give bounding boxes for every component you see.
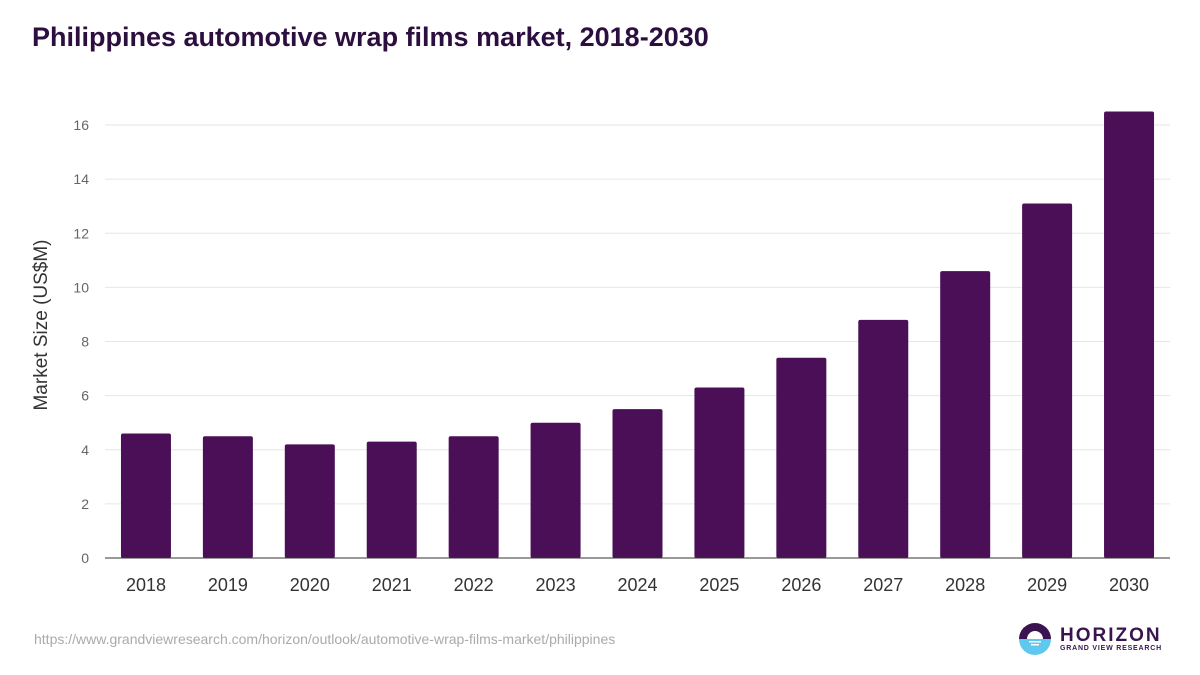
bar bbox=[120, 433, 171, 558]
x-tick-label: 2021 bbox=[372, 575, 412, 595]
x-tick-label: 2018 bbox=[126, 575, 166, 595]
horizon-logo: HORIZON GRAND VIEW RESEARCH bbox=[1018, 622, 1162, 656]
bar bbox=[448, 436, 499, 558]
y-tick-label: 10 bbox=[73, 279, 89, 295]
y-tick-label: 6 bbox=[81, 388, 89, 404]
y-tick-label: 2 bbox=[81, 496, 89, 512]
x-tick-label: 2024 bbox=[617, 575, 657, 595]
bar bbox=[530, 422, 581, 558]
bar bbox=[284, 444, 335, 558]
x-tick-label: 2030 bbox=[1109, 575, 1149, 595]
y-tick-label: 16 bbox=[73, 117, 89, 133]
chart-title: Philippines automotive wrap films market… bbox=[32, 22, 709, 52]
x-tick-label: 2027 bbox=[863, 575, 903, 595]
source-url[interactable]: https://www.grandviewresearch.com/horizo… bbox=[34, 631, 616, 647]
y-tick-label: 0 bbox=[81, 550, 89, 566]
y-axis-label: Market Size (US$M) bbox=[31, 239, 52, 410]
bar bbox=[202, 436, 253, 558]
bar bbox=[366, 441, 417, 558]
bar bbox=[858, 319, 909, 558]
x-tick-label: 2020 bbox=[290, 575, 330, 595]
bar bbox=[1022, 203, 1073, 558]
bar-chart: 0 2 4 6 8 10 12 14 16 2018 2019 2020 2021 2022 2023 202… bbox=[31, 111, 1170, 595]
y-tick-label: 8 bbox=[81, 334, 89, 350]
x-tick-label: 2029 bbox=[1027, 575, 1067, 595]
bar bbox=[1104, 111, 1155, 558]
bar bbox=[940, 271, 991, 558]
bar bbox=[694, 387, 745, 558]
x-tick-label: 2023 bbox=[536, 575, 576, 595]
x-tick-label: 2022 bbox=[454, 575, 494, 595]
y-tick-label: 14 bbox=[73, 171, 89, 187]
x-tick-label: 2019 bbox=[208, 575, 248, 595]
y-tick-label: 12 bbox=[73, 225, 89, 241]
bar bbox=[776, 357, 827, 558]
x-tick-label: 2028 bbox=[945, 575, 985, 595]
logo-sub: GRAND VIEW RESEARCH bbox=[1060, 644, 1162, 652]
x-tick-label: 2025 bbox=[699, 575, 739, 595]
horizon-logo-icon bbox=[1019, 623, 1051, 655]
x-tick-label: 2026 bbox=[781, 575, 821, 595]
logo-name: HORIZON bbox=[1060, 624, 1162, 646]
y-tick-label: 4 bbox=[81, 442, 89, 458]
bar bbox=[612, 409, 663, 558]
